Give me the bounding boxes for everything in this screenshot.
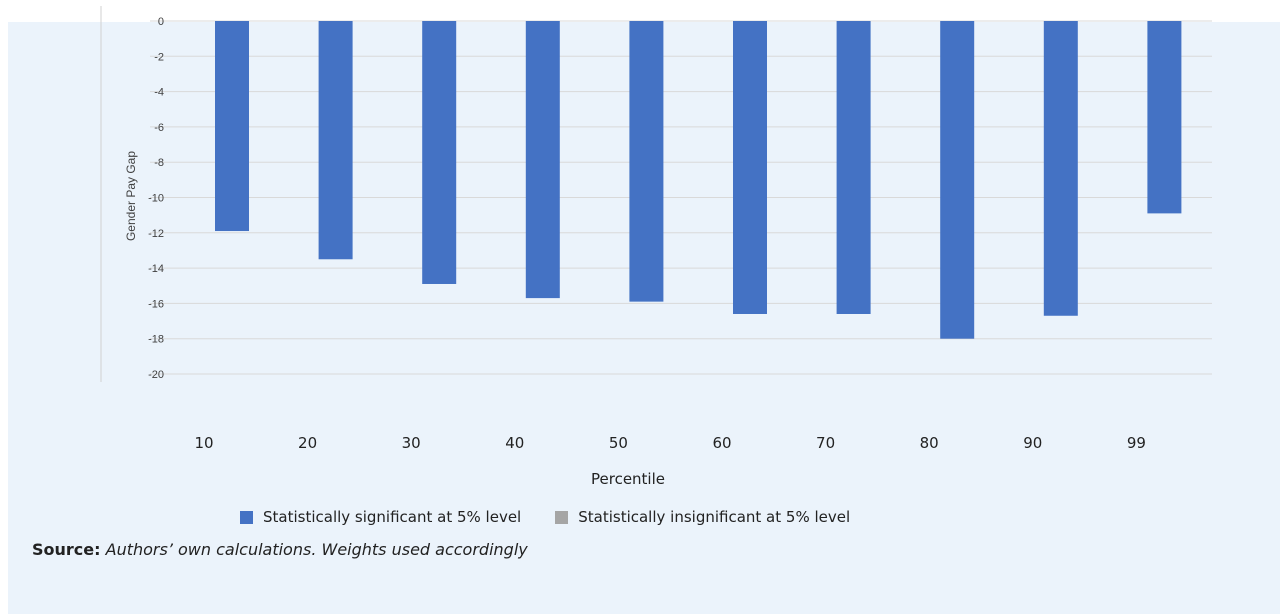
- legend-label-insignificant: Statistically insignificant at 5% level: [578, 508, 851, 526]
- y-tick-label: -4: [154, 87, 164, 99]
- y-tick-label: 0: [158, 16, 164, 28]
- legend-swatch-significant: [240, 510, 253, 524]
- y-tick-label: -8: [154, 157, 164, 169]
- legend: Statistically significant at 5% level St…: [240, 508, 850, 526]
- bar-50: [629, 21, 664, 302]
- source-text: Authors’ own calculations. Weights used …: [105, 540, 528, 559]
- y-tick-label: -18: [148, 334, 164, 346]
- legend-swatch-insignificant: [555, 510, 569, 524]
- x-axis-label: Percentile: [590, 470, 666, 488]
- x-tick-label: 10: [194, 434, 214, 452]
- x-tick-label: 60: [712, 434, 732, 452]
- legend-item-significant: Statistically significant at 5% level: [240, 508, 521, 526]
- bar-80: [940, 21, 975, 339]
- legend-label-significant: Statistically significant at 5% level: [263, 508, 522, 526]
- source-note: Source: Authors’ own calculations. Weigh…: [32, 540, 528, 559]
- y-tick-label: -20: [148, 369, 164, 381]
- legend-item-insignificant: Statistically insignificant at 5% level: [555, 508, 850, 526]
- x-tick-label: 50: [608, 434, 628, 452]
- y-axis-label: Gender Pay Gap: [124, 151, 138, 241]
- y-tick-label: -16: [148, 298, 164, 310]
- y-tick-label: -6: [154, 122, 164, 134]
- y-tick-label: -14: [148, 263, 164, 275]
- bar-99: [1147, 21, 1182, 214]
- bar-chart: Gender Pay Gap 0 -2 -4 -6 -8 -10 -12 -14 -16 -18 -…: [100, 6, 1212, 382]
- y-tick-label: -2: [154, 51, 164, 63]
- x-tick-label: 80: [919, 434, 939, 452]
- bar-30: [422, 21, 457, 284]
- bar-90: [1043, 21, 1078, 316]
- x-tick-label: 40: [505, 434, 525, 452]
- y-tick-label: -12: [148, 228, 164, 240]
- x-tick-label: 90: [1023, 434, 1043, 452]
- y-tick-labels: 0 -2 -4 -6 -8 -10 -12 -14 -16 -18 -20: [148, 16, 164, 381]
- bar-10: [215, 21, 249, 232]
- y-tick-label: -10: [148, 193, 164, 205]
- x-tick-label: 99: [1126, 434, 1146, 452]
- x-tick-label: 20: [298, 434, 318, 452]
- bars: [215, 21, 1182, 339]
- source-label: Source:: [32, 540, 101, 559]
- bar-70: [836, 21, 871, 314]
- bar-40: [525, 21, 560, 299]
- x-tick-label: 30: [401, 434, 421, 452]
- bar-60: [733, 21, 767, 314]
- x-tick-label: 70: [816, 434, 836, 452]
- bar-20: [318, 21, 353, 260]
